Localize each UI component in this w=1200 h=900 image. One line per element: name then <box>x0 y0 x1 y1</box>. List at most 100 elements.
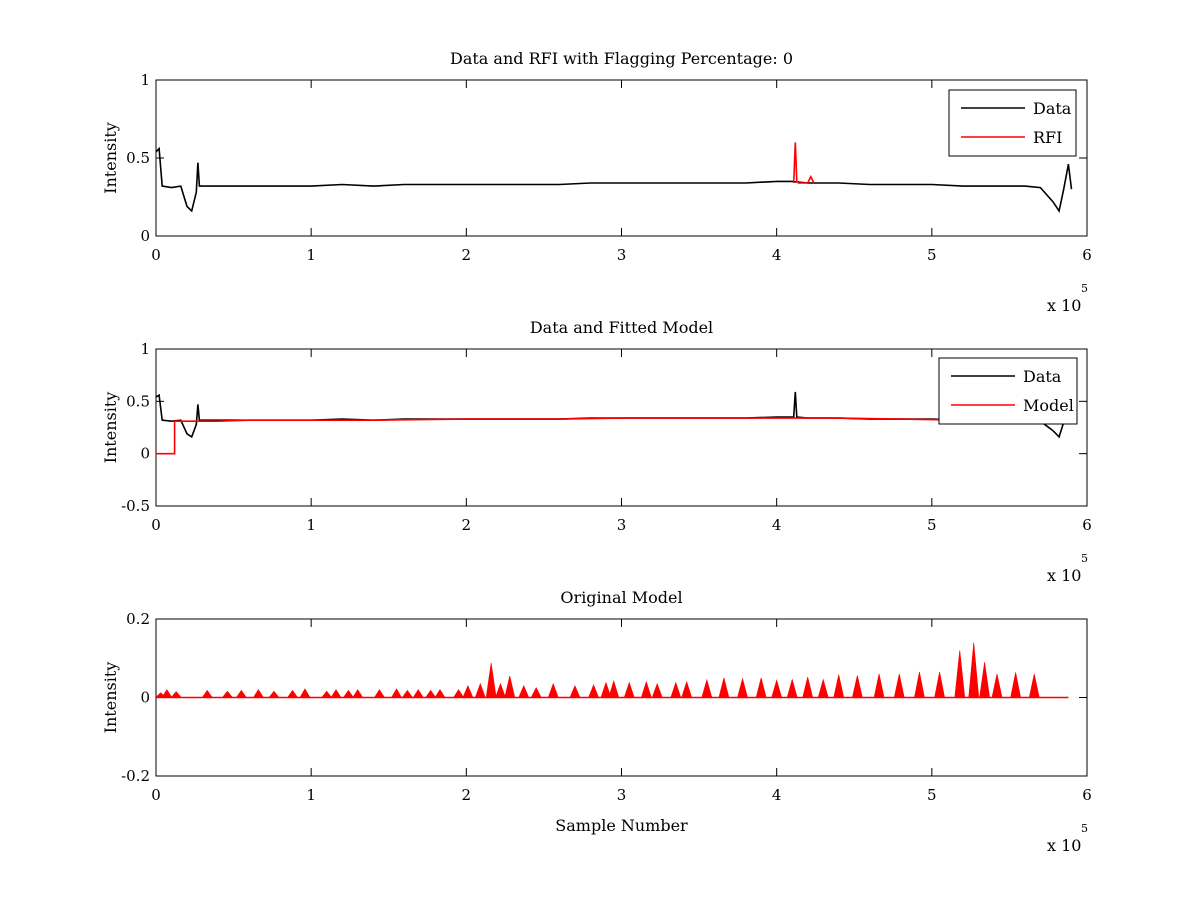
series-spike <box>737 677 748 698</box>
x-tick-label: 1 <box>306 246 316 264</box>
series-spike <box>608 679 620 698</box>
y-tick-label: 0 <box>140 689 150 707</box>
legend-box <box>948 89 1077 157</box>
series-spike <box>286 689 299 698</box>
legend-label-data: Data <box>1033 99 1072 118</box>
x-axis-label: Sample Number <box>555 816 688 835</box>
y-tick-label: 0.2 <box>126 610 150 628</box>
series-spike <box>201 689 213 698</box>
series-spike <box>873 673 885 698</box>
plot-area <box>155 79 1088 237</box>
x-tick-label: 3 <box>617 516 627 534</box>
y-tick-label: 0.5 <box>126 149 150 167</box>
series-spike <box>268 690 280 698</box>
series-spike <box>588 684 600 698</box>
series-line-rfi <box>792 142 815 184</box>
chart-title: Data and Fitted Model <box>530 318 713 337</box>
x-tick-label: 3 <box>617 246 627 264</box>
series-spike <box>504 675 516 698</box>
x-tick-label: 5 <box>927 516 937 534</box>
series-spike <box>518 684 530 698</box>
series-spike <box>462 684 474 698</box>
x-tick-label: 2 <box>462 786 472 804</box>
chart-title: Data and RFI with Flagging Percentage: 0 <box>450 49 793 68</box>
series-spike <box>530 687 542 698</box>
chart-panel-3: Original Model Intensity Sample Number 0 1 2 3… <box>101 588 1092 855</box>
series-spike <box>235 689 247 698</box>
series-spike <box>330 689 342 698</box>
series-spike <box>640 680 652 698</box>
series-spike <box>252 689 264 698</box>
legend-box <box>938 357 1078 425</box>
series-spike <box>851 675 863 698</box>
legend-label-model: Model <box>1023 396 1074 415</box>
series-spike <box>718 677 730 698</box>
series-spike <box>914 671 925 698</box>
series-spike <box>434 689 446 698</box>
series-spike <box>495 682 506 698</box>
y-tick-label: 1 <box>140 340 150 358</box>
series-line-model <box>156 417 1067 455</box>
series-spike <box>893 673 905 698</box>
x-multiplier-label: x 10 <box>1047 566 1081 585</box>
y-axis-label: Intensity <box>101 662 120 734</box>
series-spike <box>485 662 497 698</box>
series-spike <box>755 677 767 698</box>
series-spike <box>569 684 581 698</box>
series-spike <box>991 673 1003 698</box>
series-spike <box>412 689 424 698</box>
x-tick-label: 4 <box>772 246 782 264</box>
x-multiplier-exponent: 5 <box>1081 822 1088 835</box>
series-spike <box>321 690 333 698</box>
series-spike <box>373 689 385 698</box>
series-spike <box>161 689 173 698</box>
series-spike <box>600 681 612 698</box>
y-tick-label: 0 <box>140 227 150 245</box>
x-tick-label: 2 <box>462 246 472 264</box>
x-multiplier-exponent: 5 <box>1081 552 1088 565</box>
y-tick-label: 1 <box>140 71 150 89</box>
series-spike <box>390 688 403 698</box>
x-multiplier-label: x 10 <box>1047 296 1081 315</box>
y-axis-label: Intensity <box>101 392 120 464</box>
x-tick-label: 5 <box>927 786 937 804</box>
x-tick-label: 2 <box>462 516 472 534</box>
series-line-data <box>156 146 1073 214</box>
series-spike <box>802 677 814 698</box>
series-spike <box>453 689 465 698</box>
y-axis-label: Intensity <box>101 122 120 194</box>
legend-label-rfi: RFI <box>1033 128 1062 147</box>
series-spike <box>817 678 829 698</box>
x-tick-label: 3 <box>617 786 627 804</box>
y-tick-label: -0.2 <box>121 767 150 785</box>
series-spike <box>221 690 233 698</box>
x-tick-label: 1 <box>306 786 316 804</box>
series-spike <box>670 681 682 698</box>
x-tick-label: 5 <box>927 246 937 264</box>
series-spike <box>1010 672 1021 698</box>
x-tick-label: 6 <box>1082 786 1092 804</box>
series-spike <box>651 682 663 698</box>
chart-panel-2: Data and Fitted Model Intensity 0 1 2 3 4 5 6 -0.… <box>101 318 1092 585</box>
series-spike <box>170 691 182 698</box>
y-tick-label: 0.5 <box>126 392 150 410</box>
series-spike <box>681 680 693 698</box>
series-spike <box>771 679 783 698</box>
x-tick-label: 6 <box>1082 246 1092 264</box>
series-spike <box>623 681 635 698</box>
series-spike <box>701 678 713 698</box>
series-spike <box>786 678 798 698</box>
legend-label-data: Data <box>1023 367 1062 386</box>
legend: Data RFI <box>948 89 1077 157</box>
series-spike <box>979 662 990 698</box>
chart-panel-1: Data and RFI with Flagging Percentage: 0… <box>101 49 1092 315</box>
series-spike <box>833 674 845 698</box>
y-tick-label: 0 <box>140 445 150 463</box>
x-tick-label: 4 <box>772 786 782 804</box>
series-group <box>156 142 1073 214</box>
x-multiplier-exponent: 5 <box>1081 282 1088 295</box>
x-tick-label: 0 <box>151 516 161 534</box>
plot-area <box>155 348 1088 507</box>
series-spike <box>954 650 966 698</box>
